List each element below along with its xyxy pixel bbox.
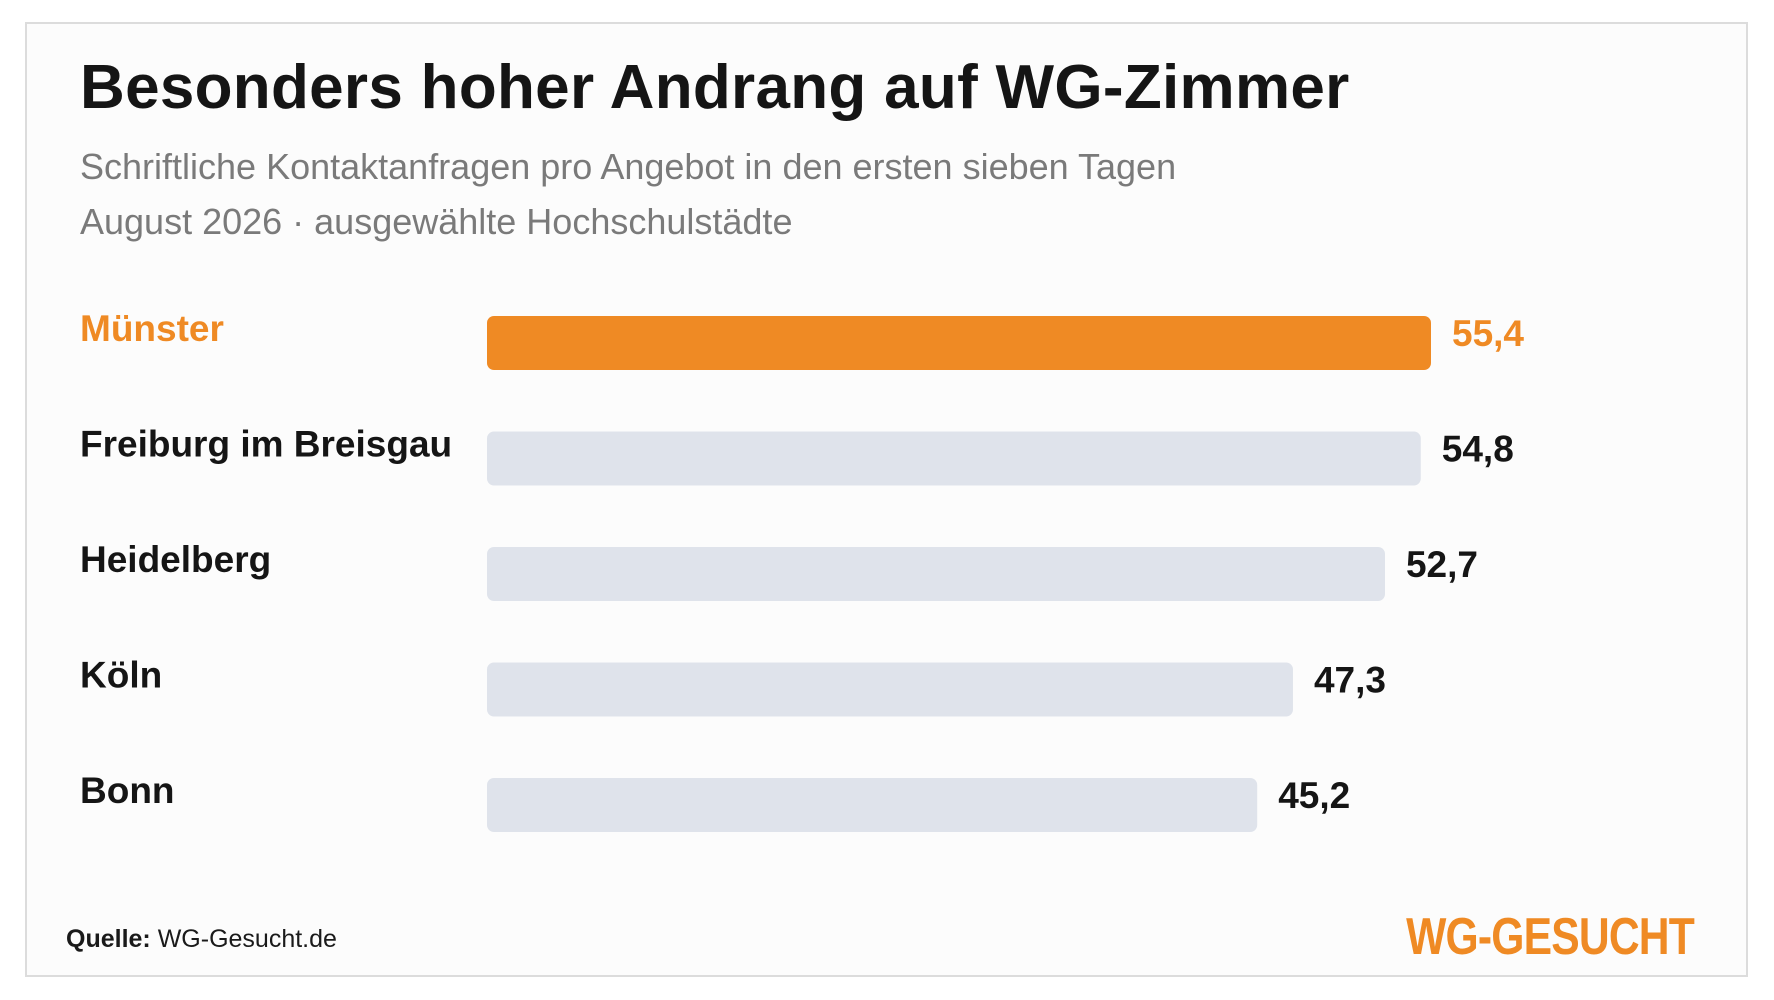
bar-koeln (487, 662, 1293, 717)
chart-subtitle-line1: Schriftliche Kontaktanfragen pro Angebot… (80, 146, 1177, 187)
value-label-bonn: 45,2 (1278, 775, 1350, 816)
chart-subtitle-line2: August 2026 · ausgewählte Hochschulstädt… (80, 201, 793, 242)
category-label-bonn: Bonn (80, 770, 175, 811)
source-label: Quelle: (66, 925, 151, 953)
category-label-muenster: Münster (80, 308, 224, 349)
bar-freiburg-im-breisgau (487, 431, 1421, 486)
chart-title: Besonders hoher Andrang auf WG-Zimmer (80, 53, 1350, 122)
value-label-freiburg-im-breisgau: 54,8 (1442, 429, 1514, 470)
source-note: Quelle: WG-Gesucht.de (66, 925, 337, 954)
category-label-heidelberg: Heidelberg (80, 539, 271, 580)
source-value: WG-Gesucht.de (157, 925, 337, 953)
bar-bonn (487, 778, 1258, 832)
bar-heidelberg (487, 547, 1385, 601)
value-label-koeln: 47,3 (1314, 660, 1386, 701)
wg-gesucht-logo: WG-GESUCHT (1406, 908, 1695, 966)
value-label-muenster: 55,4 (1452, 313, 1524, 354)
bar-muenster (487, 316, 1431, 370)
category-label-koeln: Köln (80, 655, 162, 696)
value-label-heidelberg: 52,7 (1406, 544, 1478, 585)
category-label-freiburg-im-breisgau: Freiburg im Breisgau (80, 424, 452, 465)
